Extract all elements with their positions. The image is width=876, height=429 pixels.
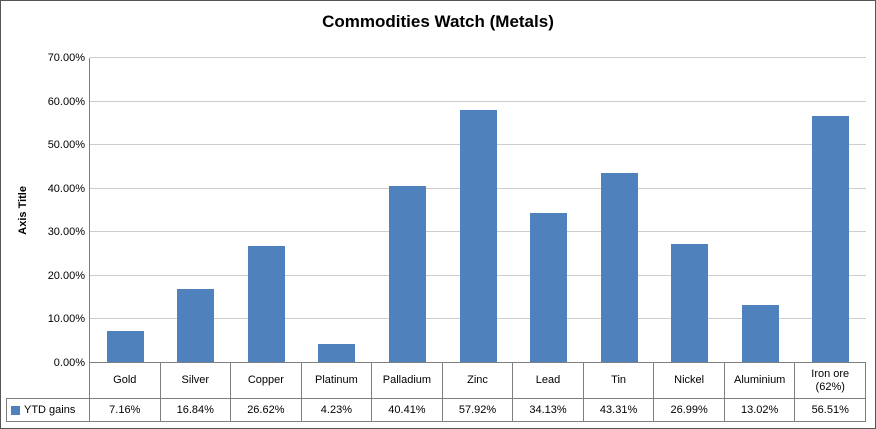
value-cell: 57.92% (443, 399, 514, 421)
y-axis-tick-labels: 0.00% 10.00% 20.00% 30.00% 40.00% 50.00% 60.00… (1, 52, 85, 369)
bar (106, 331, 144, 362)
ytick-label: 20.00% (47, 270, 85, 282)
value-cell: 13.02% (725, 399, 796, 421)
bar-column (795, 58, 866, 362)
gridline (90, 101, 866, 102)
ytick-label: 10.00% (47, 313, 85, 325)
legend-marker-icon (11, 405, 20, 415)
category-label: Lead (513, 363, 584, 398)
ytick-label: 30.00% (47, 226, 85, 238)
bar-series-ytd-gains (90, 58, 866, 362)
value-cell: 43.31% (584, 399, 655, 421)
value-cell: 4.23% (302, 399, 373, 421)
ytick-label: 50.00% (47, 139, 85, 151)
ytick-label: 0.00% (53, 357, 85, 369)
bar (388, 186, 426, 362)
legend-ytd-gains: YTD gains (7, 399, 90, 421)
value-cell: 40.41% (372, 399, 443, 421)
chart-title: Commodities Watch (Metals) (322, 12, 554, 31)
value-cell: 34.13% (513, 399, 584, 421)
bar (247, 246, 285, 362)
ytick-label: 40.00% (47, 183, 85, 195)
category-label: Silver (161, 363, 232, 398)
category-label: Zinc (443, 363, 514, 398)
value-cell: 16.84% (161, 399, 232, 421)
ytick-label: 60.00% (47, 96, 85, 108)
legend-label: YTD gains (24, 404, 76, 416)
category-label: Tin (584, 363, 655, 398)
bar (812, 116, 850, 362)
bar-column (231, 58, 302, 362)
ytick-label: 70.00% (47, 52, 85, 64)
bar (671, 244, 709, 362)
bar-column (302, 58, 373, 362)
bar-column (443, 58, 514, 362)
value-cell: 7.16% (90, 399, 161, 421)
bar-column (90, 58, 161, 362)
bar-column (513, 58, 584, 362)
bar-column (161, 58, 232, 362)
category-label: Gold (90, 363, 161, 398)
category-label: Copper (231, 363, 302, 398)
bar (318, 344, 356, 362)
bar (459, 110, 497, 362)
bar (530, 213, 568, 362)
category-axis: Gold Silver Copper Platinum Palladium Zinc Lea… (89, 363, 866, 398)
category-label: Aluminium (725, 363, 796, 398)
data-table: YTD gains 7.16% 16.84% 26.62% 4.23% 40.41% 57… (6, 398, 866, 422)
bar (741, 305, 779, 362)
category-label: Nickel (654, 363, 725, 398)
category-label: Iron ore (62%) (795, 363, 866, 398)
value-cell: 26.99% (654, 399, 725, 421)
category-label: Platinum (302, 363, 373, 398)
bar (600, 173, 638, 362)
bar-column (654, 58, 725, 362)
bar (177, 289, 215, 362)
bar-column (584, 58, 655, 362)
bar-column (372, 58, 443, 362)
gridline (90, 57, 866, 58)
value-cell: 26.62% (231, 399, 302, 421)
value-cell: 56.51% (795, 399, 866, 421)
bar-column (725, 58, 796, 362)
plot-area (89, 57, 866, 363)
category-label: Palladium (372, 363, 443, 398)
